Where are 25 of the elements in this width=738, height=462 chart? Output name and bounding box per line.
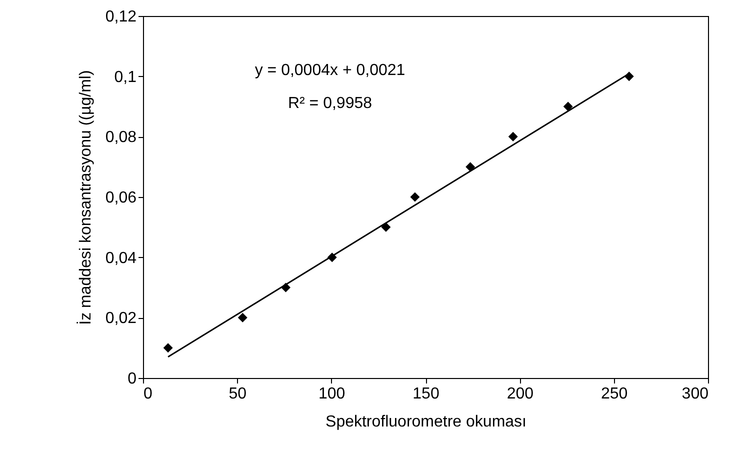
- annotation: R² = 0,9958: [288, 95, 372, 112]
- x-tick-label: 0: [144, 386, 152, 402]
- x-tick-label: 100: [318, 386, 346, 402]
- y-tick-label: 0,04: [105, 250, 137, 267]
- x-tick-label: 200: [506, 386, 534, 402]
- x-tick-label: 50: [228, 386, 247, 402]
- y-tick-label: 0,06: [105, 190, 137, 206]
- y-tick-label: 0,02: [105, 310, 137, 328]
- point: [410, 192, 420, 202]
- y-tick-label: 0,12: [105, 8, 137, 26]
- point: [381, 222, 391, 232]
- point: [466, 162, 476, 172]
- y-tick-label: 0: [128, 370, 137, 388]
- y-tick-label: 0,1: [114, 68, 137, 86]
- point: [238, 312, 248, 322]
- point: [563, 102, 573, 112]
- y-axis-title: İz maddesi konsantrasyonu ((µg/ml): [76, 70, 94, 325]
- point: [163, 343, 173, 353]
- annotation: y = 0,0004x + 0,0021: [254, 62, 406, 79]
- y-tick-label: 0,08: [105, 129, 137, 146]
- x-tick-label: 250: [600, 386, 628, 402]
- x-tick-label: 300: [682, 386, 709, 402]
- x-tick-label: 150: [412, 386, 440, 402]
- x-axis-title: Spektrofluorometre okuması: [326, 414, 526, 430]
- point: [508, 132, 518, 142]
